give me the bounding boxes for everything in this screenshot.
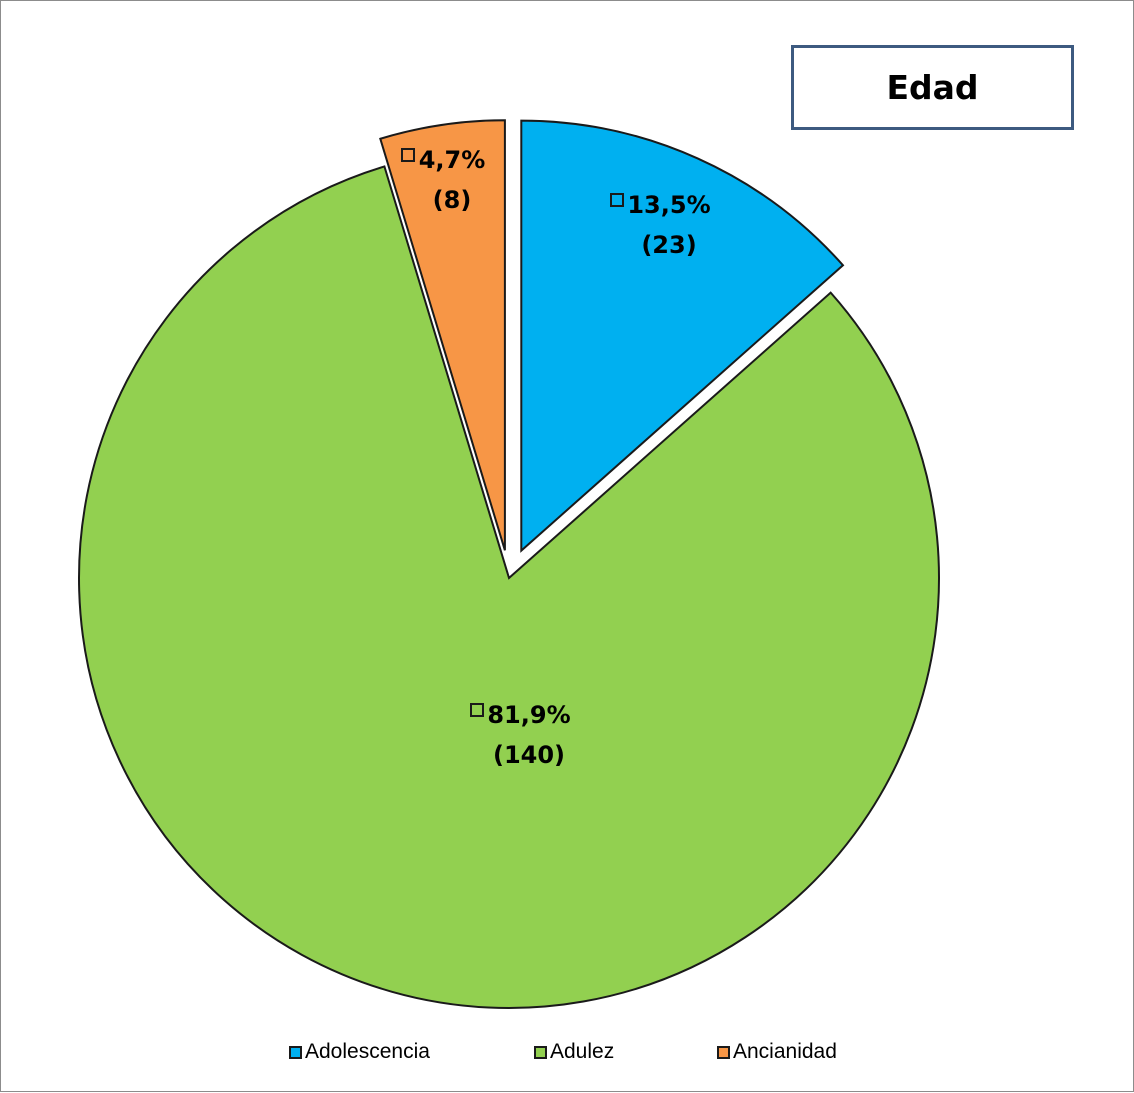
pie-slice-adulez <box>78 165 940 1009</box>
data-label-percent-adulez: 81,9% <box>487 701 570 729</box>
legend-label-adulez: Adulez <box>550 1040 615 1063</box>
legend-swatch-adulez <box>534 1045 547 1059</box>
data-label-marker-ancianidad <box>401 148 415 162</box>
legend-swatch-adolescencia <box>289 1045 302 1059</box>
data-label-marker-adolescencia <box>610 193 624 207</box>
data-label-count-adolescencia: (23) <box>641 231 696 259</box>
data-label-percent-ancianidad: 4,7% <box>419 146 486 174</box>
chart-title: Edad <box>886 68 979 107</box>
legend: Adolescencia Adulez Ancianidad <box>1 1035 1134 1069</box>
legend-label-adolescencia: Adolescencia <box>305 1040 430 1063</box>
legend-item-adolescencia: Adolescencia <box>289 1035 430 1069</box>
legend-swatch-ancianidad <box>717 1045 730 1059</box>
legend-item-ancianidad: Ancianidad <box>717 1035 837 1069</box>
legend-item-adulez: Adulez <box>534 1035 614 1069</box>
data-label-percent-adolescencia: 13,5% <box>627 191 710 219</box>
chart-title-box: Edad <box>791 45 1074 130</box>
pie-slice-adolescencia <box>520 119 845 553</box>
data-label-marker-adulez <box>470 703 484 717</box>
pie-slice-ancianidad <box>379 119 506 551</box>
data-label-count-ancianidad: (8) <box>433 186 472 214</box>
legend-label-ancianidad: Ancianidad <box>733 1040 837 1063</box>
data-label-count-adulez: (140) <box>493 741 565 769</box>
